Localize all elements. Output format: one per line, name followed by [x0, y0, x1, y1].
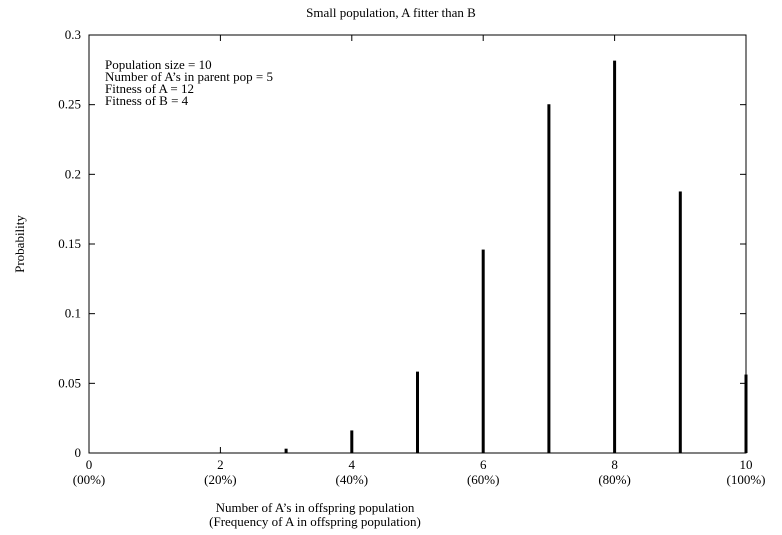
bar-series	[218, 60, 748, 454]
bar	[547, 104, 551, 454]
x-axis: 0(00%)2(20%)4(40%)6(60%)8(80%)10(100%)	[73, 35, 766, 487]
x-tick-label: 4	[349, 457, 356, 472]
y-tick-label: 0.3	[65, 27, 81, 42]
y-tick-label: 0.25	[58, 97, 81, 112]
y-tick-label: 0	[75, 445, 82, 460]
y-tick-label: 0.05	[58, 375, 81, 390]
bar	[416, 371, 419, 453]
x-tick-sublabel: (20%)	[204, 472, 237, 487]
y-tick-label: 0.15	[58, 236, 81, 251]
annotation-line: Number of A’s in parent pop = 5	[105, 69, 273, 84]
x-tick-label: 2	[217, 457, 224, 472]
x-tick-sublabel: (00%)	[73, 472, 106, 487]
y-axis-label: Probability	[12, 215, 27, 273]
x-tick-sublabel: (40%)	[336, 472, 369, 487]
bar	[613, 60, 617, 454]
x-tick-label: 10	[740, 457, 753, 472]
bar	[744, 374, 748, 453]
x-tick-label: 8	[611, 457, 618, 472]
x-tick-label: 0	[86, 457, 93, 472]
x-tick-sublabel: (80%)	[598, 472, 631, 487]
chart-title: Small population, A fitter than B	[306, 5, 476, 20]
annotation-line: Fitness of B = 4	[105, 93, 189, 108]
annotation-line: Population size = 10	[105, 57, 212, 72]
y-axis: 0 0.05 0.1 0.15 0.2 0.25 0.3	[58, 27, 746, 460]
bar	[284, 448, 288, 453]
annotation-line: Fitness of A = 12	[105, 81, 194, 96]
x-tick-label: 6	[480, 457, 487, 472]
bar	[218, 452, 222, 453]
bar	[481, 249, 485, 453]
y-tick-label: 0.2	[65, 166, 81, 181]
x-tick-sublabel: (60%)	[467, 472, 500, 487]
x-tick-sublabel: (100%)	[727, 472, 766, 487]
bar	[678, 191, 682, 454]
y-tick-label: 0.1	[65, 306, 81, 321]
bar	[350, 430, 354, 453]
x-axis-sublabel: (Frequency of A in offspring population)	[209, 514, 421, 529]
x-axis-label: Number of A’s in offspring population	[216, 500, 415, 515]
